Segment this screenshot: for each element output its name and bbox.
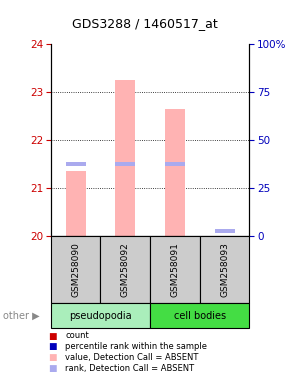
Text: GSM258091: GSM258091 — [171, 242, 180, 297]
Bar — [150, 236, 200, 303]
Text: GSM258090: GSM258090 — [71, 242, 80, 297]
Text: percentile rank within the sample: percentile rank within the sample — [65, 342, 207, 351]
Text: ■: ■ — [48, 331, 57, 341]
Bar — [200, 236, 249, 303]
Bar — [115, 162, 135, 166]
Bar — [165, 109, 185, 236]
Text: ■: ■ — [48, 342, 57, 351]
Text: ■: ■ — [48, 353, 57, 362]
Text: GDS3288 / 1460517_at: GDS3288 / 1460517_at — [72, 17, 218, 30]
Text: rank, Detection Call = ABSENT: rank, Detection Call = ABSENT — [65, 364, 194, 373]
Text: other ▶: other ▶ — [3, 311, 39, 321]
Bar — [100, 236, 150, 303]
Text: GSM258093: GSM258093 — [220, 242, 229, 297]
Bar — [150, 303, 249, 328]
Text: pseudopodia: pseudopodia — [69, 311, 132, 321]
Bar — [51, 303, 150, 328]
Text: count: count — [65, 331, 89, 341]
Text: cell bodies: cell bodies — [174, 311, 226, 321]
Bar — [115, 80, 135, 236]
Bar — [66, 162, 86, 166]
Text: GSM258092: GSM258092 — [121, 242, 130, 297]
Bar — [215, 229, 235, 233]
Text: ■: ■ — [48, 364, 57, 373]
Text: value, Detection Call = ABSENT: value, Detection Call = ABSENT — [65, 353, 199, 362]
Bar — [51, 236, 100, 303]
Bar — [165, 162, 185, 166]
Bar — [66, 171, 86, 236]
